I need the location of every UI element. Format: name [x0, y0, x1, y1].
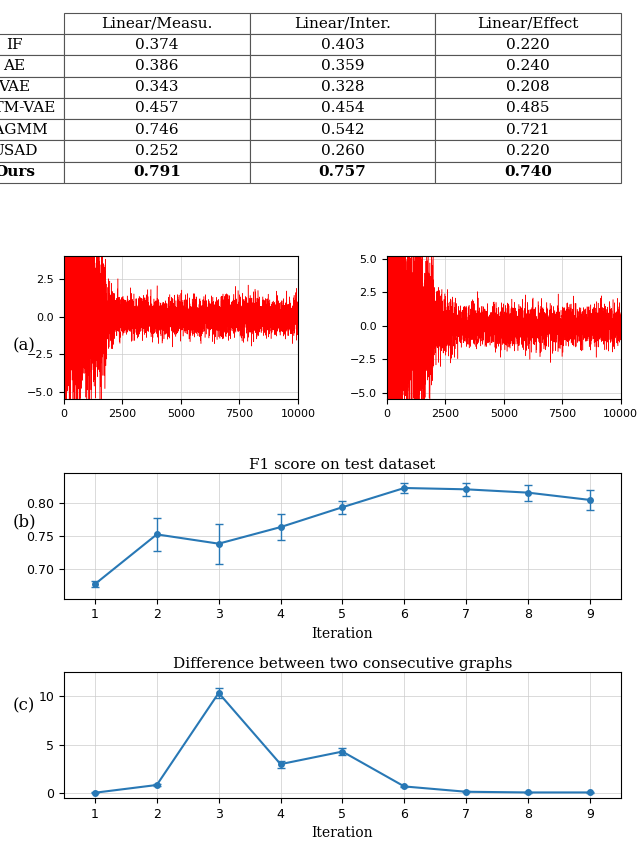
X-axis label: Iteration: Iteration [312, 627, 373, 641]
Title: Difference between two consecutive graphs: Difference between two consecutive graph… [173, 657, 512, 671]
Text: (c): (c) [13, 698, 35, 715]
Text: (a): (a) [13, 337, 36, 354]
Text: (b): (b) [13, 514, 36, 531]
X-axis label: Iteration: Iteration [312, 826, 373, 841]
Title: F1 score on test dataset: F1 score on test dataset [249, 458, 436, 471]
